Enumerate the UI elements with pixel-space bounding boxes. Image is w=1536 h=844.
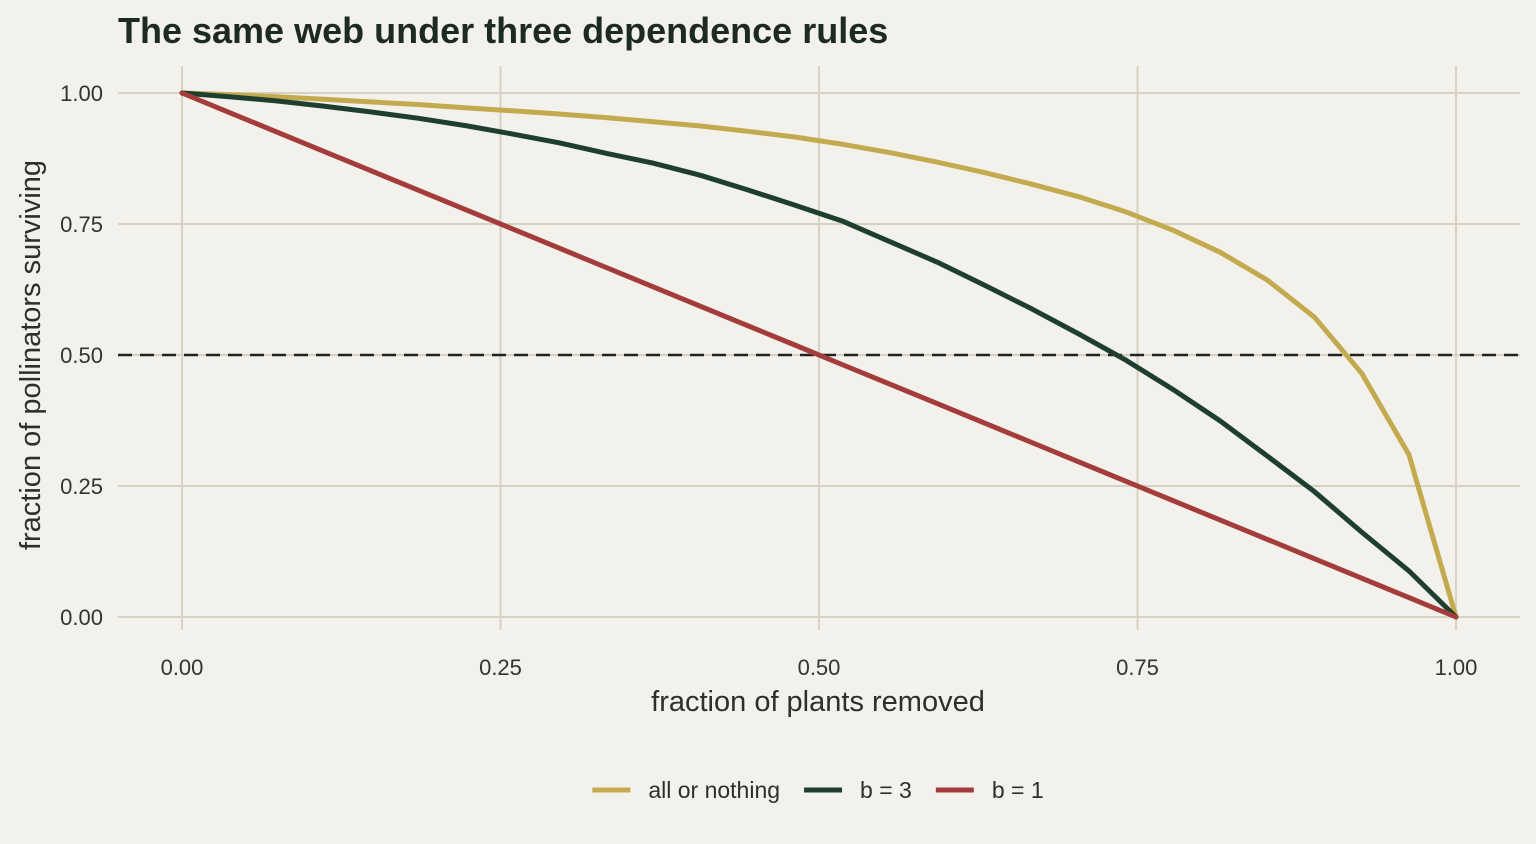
legend-label: b = 1 [992,777,1044,803]
legend-item: b = 1 [935,777,1044,803]
series-line-b-3 [179,90,1459,620]
y-tick-label: 0.00 [60,605,103,630]
x-tick-label: 0.75 [1116,655,1159,680]
x-tick-label: 1.00 [1435,655,1478,680]
y-tick-label: 1.00 [60,81,103,106]
y-tick-label: 0.75 [60,212,103,237]
y-axis-label: fraction of pollinators surviving [15,160,47,550]
legend-label: b = 3 [860,777,912,803]
x-tick-label: 0.00 [161,655,204,680]
y-tick-label: 0.25 [60,474,103,499]
y-tick-labels: 0.00 0.25 0.50 0.75 1.00 [60,81,103,630]
x-tick-label: 0.25 [479,655,522,680]
x-tick-labels: 0.00 0.25 0.50 0.75 1.00 [161,655,1478,680]
legend-label: all or nothing [648,777,780,803]
series-line-all-or-nothing [179,90,1459,620]
series-layer [179,90,1459,620]
legend-item: all or nothing [592,777,780,803]
legend: all or nothing b = 3 b = 1 [592,777,1044,803]
chart-title: The same web under three dependence rule… [118,10,888,51]
x-tick-label: 0.50 [798,655,841,680]
x-axis-label: fraction of plants removed [651,686,985,718]
legend-item: b = 3 [804,777,912,803]
series-line-b-1 [179,90,1459,620]
y-tick-label: 0.50 [60,343,103,368]
grid [118,66,1520,630]
